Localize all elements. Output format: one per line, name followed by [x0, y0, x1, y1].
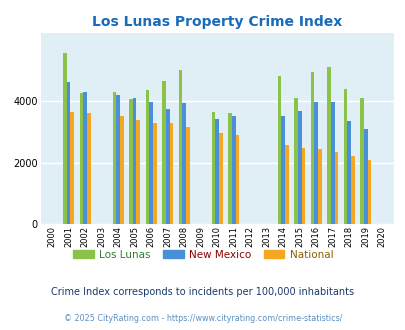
Bar — [178, 70, 182, 224]
Bar — [145, 90, 149, 224]
Bar — [330, 102, 334, 224]
Bar — [116, 95, 120, 224]
Bar — [136, 120, 140, 224]
Bar — [162, 81, 166, 224]
Bar — [153, 122, 156, 224]
Bar — [79, 93, 83, 224]
Bar — [149, 102, 153, 224]
Bar — [359, 98, 363, 224]
Bar — [83, 92, 87, 224]
Bar — [166, 109, 169, 224]
Bar — [67, 82, 70, 224]
Bar — [326, 67, 330, 224]
Bar — [294, 98, 297, 224]
Bar — [228, 113, 231, 224]
Bar — [182, 103, 185, 224]
Text: Crime Index corresponds to incidents per 100,000 inhabitants: Crime Index corresponds to incidents per… — [51, 287, 354, 297]
Bar — [367, 160, 370, 224]
Bar — [334, 152, 337, 224]
Bar — [129, 99, 132, 224]
Bar — [169, 123, 173, 224]
Bar — [301, 148, 305, 224]
Bar — [218, 133, 222, 224]
Bar — [284, 145, 288, 224]
Bar — [347, 121, 350, 224]
Bar — [297, 111, 301, 224]
Bar — [350, 156, 354, 224]
Bar — [185, 127, 189, 224]
Bar — [87, 113, 90, 224]
Bar — [215, 119, 218, 224]
Bar — [113, 92, 116, 224]
Bar — [132, 98, 136, 224]
Text: © 2025 CityRating.com - https://www.cityrating.com/crime-statistics/: © 2025 CityRating.com - https://www.city… — [64, 314, 341, 323]
Bar — [281, 116, 284, 224]
Title: Los Lunas Property Crime Index: Los Lunas Property Crime Index — [92, 15, 341, 29]
Bar — [310, 72, 313, 224]
Bar — [120, 116, 123, 224]
Bar — [317, 149, 321, 224]
Bar — [231, 116, 235, 224]
Bar — [235, 136, 239, 224]
Legend: Los Lunas, New Mexico, National: Los Lunas, New Mexico, National — [68, 246, 337, 264]
Bar — [363, 129, 367, 224]
Bar — [211, 112, 215, 224]
Bar — [313, 102, 317, 224]
Bar — [70, 112, 74, 224]
Bar — [277, 76, 281, 224]
Bar — [343, 88, 347, 224]
Bar — [63, 53, 67, 224]
